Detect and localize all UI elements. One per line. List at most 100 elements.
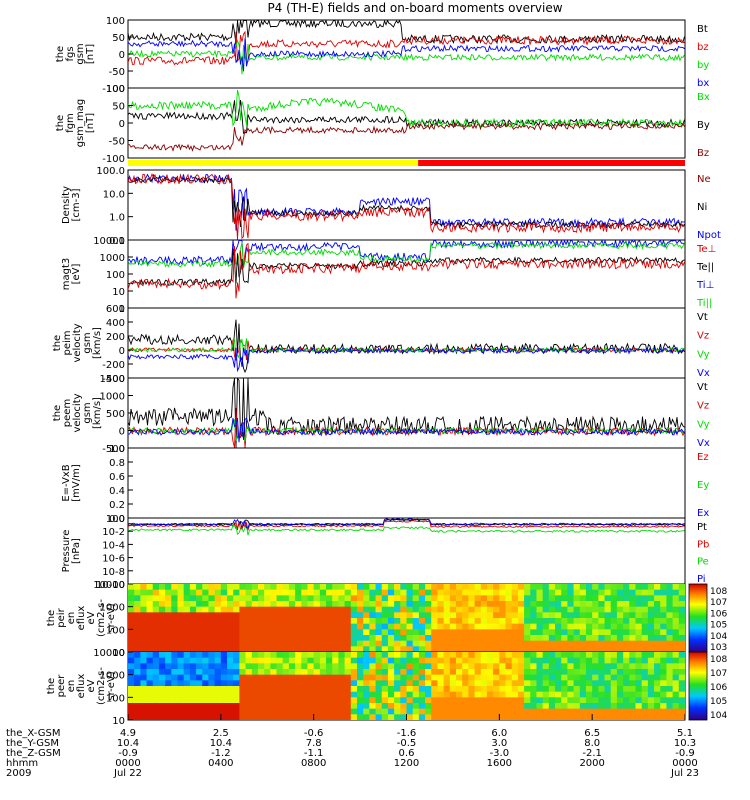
x-tick-label: -1.6	[397, 728, 417, 739]
panel-content	[128, 652, 685, 720]
x-tick-label: 8.0	[584, 738, 600, 749]
y-axis-label: (cm2-s-	[96, 599, 107, 637]
colorbar-gradient	[688, 583, 708, 653]
x-tick-label: 6.5	[584, 728, 600, 739]
y-axis-label: Density	[61, 186, 72, 224]
legend-item: Ti||	[696, 298, 712, 309]
y-axis-label: sr-eV)	[106, 603, 117, 632]
x-tick-label: -2.1	[582, 748, 602, 759]
legend-item: Ey	[697, 480, 709, 491]
y-axis-label: [nT]	[85, 44, 96, 64]
y-axis-label: Pressure	[61, 530, 72, 573]
x-row-label: the_X-GSM	[6, 728, 60, 739]
legend-item: Pe	[697, 557, 709, 568]
series-Vz	[128, 408, 685, 448]
series-Bz	[128, 122, 685, 152]
y-axis-label: E=-VxB	[61, 464, 72, 501]
panel-efield: 1.0 0.8 0.6 0.4 0.2 0.0 E=-VxB [mV/m] Ez Ey Ex	[61, 444, 709, 525]
panel-content	[128, 584, 685, 652]
y-axis-label: [nPa]	[71, 538, 82, 564]
panel-content	[128, 378, 685, 448]
y-tick-label: 10	[112, 648, 125, 659]
x-tick-label: 2.5	[213, 728, 229, 739]
colorbar-label: 107	[710, 598, 727, 608]
y-axis-label: [cm-3]	[71, 188, 82, 221]
panel-fgm: 100 50 0 -50 -100 the fgm gsm_mag [nT] Bx By Bz	[55, 84, 710, 165]
y-tick-label: 1000	[100, 671, 125, 682]
series-Ti-par	[128, 241, 685, 269]
series-bz	[128, 30, 685, 66]
y-tick-label: 10	[112, 716, 125, 727]
y-tick-label: 0	[119, 50, 125, 61]
legend-item: By	[697, 120, 710, 131]
panel-frame	[127, 377, 686, 449]
legend-item: bz	[697, 42, 709, 53]
x-tick-label: 5.1	[677, 728, 693, 739]
y-tick-label: 10	[112, 287, 125, 298]
legend-item: Vy	[697, 349, 710, 360]
y-axis-label: (cm2-s-	[96, 667, 107, 705]
y-tick-label: 100	[106, 270, 125, 281]
series-Pe	[128, 524, 685, 536]
legend: Bx By Bz	[697, 92, 710, 159]
x-tick-label: 0800	[301, 758, 326, 769]
y-tick-label: 10.0	[103, 189, 125, 200]
legend-item: by	[697, 60, 709, 71]
y-tick-label: -100	[102, 84, 125, 95]
x-tick-label: -0.9	[118, 748, 138, 759]
y-tick-label: -400	[102, 374, 125, 385]
y-tick-label: 1.0	[109, 213, 125, 224]
series-Te-perp	[128, 242, 685, 299]
panel-content	[128, 173, 685, 240]
panel-electron_spectrogram: 108 107 106 105 104 10000 1000 100 10 the peer en ef…	[46, 648, 727, 727]
y-axis-label: velocity	[72, 393, 83, 432]
panel-content	[128, 240, 685, 299]
y-axis-label: [mV/m]	[71, 464, 82, 502]
panel-content	[128, 89, 685, 152]
x-tick-label: -1.2	[211, 748, 231, 759]
y-tick-label: -100	[102, 154, 125, 165]
y-tick-label: 400	[106, 318, 125, 329]
legend-item: Bx	[697, 92, 710, 103]
x-tick-label: 0.6	[399, 748, 415, 759]
x-row-label: the_Z-GSM	[6, 748, 61, 759]
legend-item: Vz	[697, 401, 709, 412]
y-axis-label: the	[55, 115, 66, 131]
colorbar-gradient	[688, 651, 708, 721]
x-tick-label: 3.0	[491, 738, 507, 749]
x-tick-label: 4.9	[120, 728, 136, 739]
y-axis-label: en	[66, 680, 77, 693]
mode-bar-segment	[128, 160, 419, 166]
y-axis-label: eflux	[76, 674, 87, 699]
legend: Vt Vz Vy Vx	[697, 382, 710, 449]
series-Ne	[128, 173, 685, 240]
legend-item: Ni	[697, 202, 707, 213]
y-axis-label: gsm_mag	[75, 99, 86, 148]
colorbar-label: 103	[710, 643, 727, 653]
y-tick-label: 100	[106, 693, 125, 704]
y-tick-label: 10-8	[102, 567, 125, 578]
colorbar-label: 104	[710, 632, 727, 642]
y-tick-label: 10-10	[96, 580, 125, 591]
panel-temperature: 10000 1000 100 10 1 magt3 [eV] Te⊥ Te|| Ti⊥ Ti||	[61, 236, 716, 315]
y-tick-label: -50	[109, 67, 125, 78]
y-axis-label: the	[46, 678, 57, 694]
x-tick-label: 10.4	[210, 738, 232, 749]
panel-electron_velocity: 1500 1000 500 0 -500 the peem velocity gsm [km/s]…	[52, 374, 710, 455]
y-tick-label: 10000	[93, 580, 125, 591]
x-tick-label: 6.0	[491, 728, 507, 739]
y-tick-label: 50	[112, 102, 125, 113]
y-axis-label: magt3	[61, 258, 72, 291]
panel-content	[128, 20, 685, 75]
y-tick-label: 10-6	[102, 554, 125, 565]
y-axis-label: [km/s]	[92, 397, 103, 429]
y-tick-label: 50	[112, 33, 125, 44]
legend-item: Vx	[697, 368, 710, 379]
x-tick-label: 0000	[672, 758, 697, 769]
legend-item: Bt	[697, 24, 708, 35]
y-tick-label: 0.8	[109, 458, 125, 469]
panel-frame	[127, 239, 686, 309]
panel-density: 100.0 10.0 1.0 0.1 Density [cm-3] Ne Ni Npot	[61, 166, 721, 247]
legend: Ez Ey Ex	[697, 452, 709, 519]
y-tick-label: 0.4	[109, 486, 125, 497]
